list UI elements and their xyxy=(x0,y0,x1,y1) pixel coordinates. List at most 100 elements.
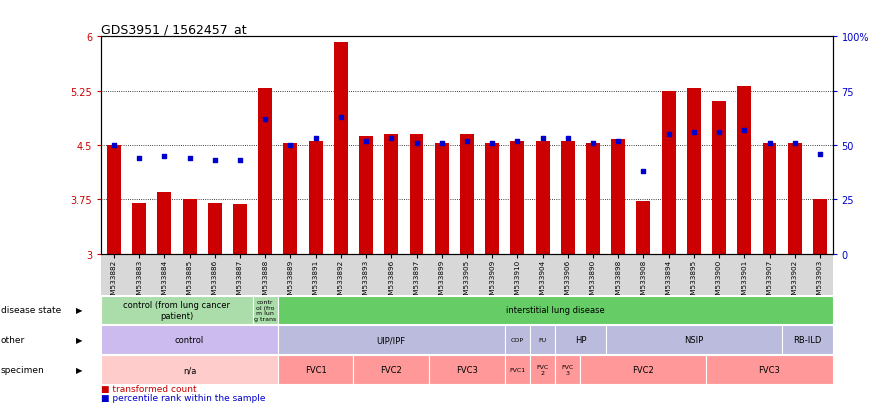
Text: FVC
3: FVC 3 xyxy=(562,364,574,375)
Bar xyxy=(662,91,676,254)
Bar xyxy=(353,355,429,384)
Bar xyxy=(208,203,222,254)
Point xyxy=(611,138,626,145)
Bar xyxy=(101,296,253,325)
Text: FVC2: FVC2 xyxy=(633,365,655,374)
Bar xyxy=(278,325,505,354)
Bar xyxy=(763,144,776,254)
Text: disease state: disease state xyxy=(1,306,61,315)
Text: UIP/IPF: UIP/IPF xyxy=(377,335,406,344)
Point xyxy=(560,136,574,142)
Text: FVC
2: FVC 2 xyxy=(537,364,549,375)
Text: FVC1: FVC1 xyxy=(305,365,327,374)
Bar xyxy=(233,205,247,254)
Bar xyxy=(561,142,574,254)
Bar xyxy=(132,203,146,254)
Bar xyxy=(505,355,530,384)
Text: ▶: ▶ xyxy=(76,306,83,315)
Point xyxy=(737,127,751,134)
Bar xyxy=(530,355,555,384)
Text: specimen: specimen xyxy=(1,365,45,374)
Bar xyxy=(530,325,555,354)
Text: control (from lung cancer
patient): control (from lung cancer patient) xyxy=(123,301,231,320)
Point xyxy=(132,155,146,162)
Bar xyxy=(555,325,605,354)
Text: COP: COP xyxy=(511,337,524,342)
Bar xyxy=(359,136,373,254)
Point xyxy=(762,140,776,147)
Text: NSIP: NSIP xyxy=(685,335,704,344)
Text: interstitial lung disease: interstitial lung disease xyxy=(506,306,604,315)
Bar xyxy=(788,144,802,254)
Text: ▶: ▶ xyxy=(76,335,83,344)
Text: ■ transformed count: ■ transformed count xyxy=(101,385,197,394)
Text: ■ percentile rank within the sample: ■ percentile rank within the sample xyxy=(101,393,266,402)
Point xyxy=(662,131,676,138)
Bar xyxy=(253,296,278,325)
Point xyxy=(788,140,802,147)
Bar xyxy=(258,89,272,254)
Text: FVC3: FVC3 xyxy=(456,365,478,374)
Bar xyxy=(435,144,448,254)
Point xyxy=(712,129,726,136)
Point xyxy=(586,140,600,147)
Bar xyxy=(737,86,751,254)
Bar xyxy=(278,296,833,325)
Point xyxy=(460,138,474,145)
Text: HP: HP xyxy=(574,335,586,344)
Bar xyxy=(636,201,650,254)
Bar xyxy=(101,355,278,384)
Bar xyxy=(581,355,707,384)
Bar xyxy=(278,355,353,384)
Bar xyxy=(334,43,348,254)
Text: n/a: n/a xyxy=(183,365,196,374)
Bar xyxy=(158,192,171,254)
Point xyxy=(208,157,222,164)
Point xyxy=(233,157,247,164)
Bar xyxy=(712,102,726,254)
Text: ▶: ▶ xyxy=(76,365,83,374)
Bar xyxy=(308,142,322,254)
Bar xyxy=(782,325,833,354)
Text: FVC3: FVC3 xyxy=(759,365,781,374)
Point xyxy=(636,168,650,175)
Bar xyxy=(107,146,121,254)
Bar xyxy=(384,135,398,254)
Text: contr
ol (fro
m lun
g trans: contr ol (fro m lun g trans xyxy=(254,299,277,321)
Point xyxy=(410,140,424,147)
Bar xyxy=(101,325,278,354)
Point xyxy=(107,142,121,149)
Point xyxy=(158,153,172,160)
Point xyxy=(258,116,272,123)
Point xyxy=(284,142,298,149)
Text: FVC2: FVC2 xyxy=(381,365,402,374)
Bar xyxy=(505,325,530,354)
Text: FU: FU xyxy=(538,337,546,342)
Text: other: other xyxy=(1,335,26,344)
Text: GDS3951 / 1562457_at: GDS3951 / 1562457_at xyxy=(101,23,247,36)
Bar xyxy=(485,143,499,254)
Bar xyxy=(555,355,581,384)
Point xyxy=(334,114,348,121)
Bar xyxy=(611,140,626,254)
Bar xyxy=(182,200,196,254)
Bar xyxy=(460,135,474,254)
Point xyxy=(536,136,550,142)
Point xyxy=(359,138,374,145)
Bar xyxy=(510,142,524,254)
Point xyxy=(813,151,827,157)
Text: FVC1: FVC1 xyxy=(509,367,525,372)
Text: control: control xyxy=(175,335,204,344)
Bar xyxy=(605,325,782,354)
Bar xyxy=(586,144,600,254)
Point xyxy=(434,140,448,147)
Bar xyxy=(707,355,833,384)
Point xyxy=(384,136,398,142)
Point xyxy=(182,155,196,162)
Point xyxy=(510,138,524,145)
Point xyxy=(485,140,500,147)
Bar xyxy=(429,355,505,384)
Text: RB-ILD: RB-ILD xyxy=(793,335,821,344)
Bar xyxy=(687,89,700,254)
Bar xyxy=(536,142,550,254)
